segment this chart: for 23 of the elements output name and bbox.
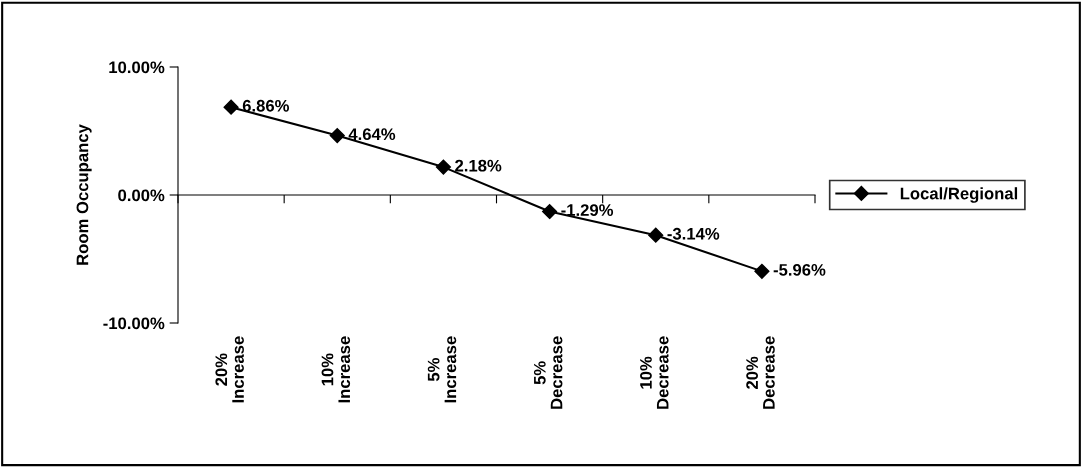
- point: [329, 128, 345, 144]
- data-label: 4.64%: [348, 128, 396, 141]
- x-tick-label: 5% Decrease: [533, 336, 563, 409]
- x-tick-label: 10% Decrease: [640, 336, 669, 409]
- point: [223, 99, 239, 115]
- x-tick-label: 20% Decrease: [746, 336, 775, 409]
- data-label: -1.29%: [561, 204, 614, 216]
- legend-label: Local/Regional: [900, 187, 1018, 203]
- x-tick-label: 20% Increase: [215, 336, 244, 403]
- point: [754, 263, 770, 279]
- x-tick-label: 10% Increase: [321, 336, 351, 403]
- y-tick-label: 10.00%: [109, 61, 165, 74]
- y-axis-title: Room Occupancy: [76, 124, 92, 265]
- x-tick-label: 5% Increase: [427, 336, 457, 403]
- point: [648, 227, 664, 243]
- data-label: 6.86%: [242, 99, 290, 112]
- point: [435, 159, 451, 175]
- data-label: -3.14%: [667, 227, 720, 240]
- y-tick-label: 0.00%: [118, 189, 165, 202]
- data-label: 2.18%: [455, 159, 502, 172]
- y-tick-label: -10.00%: [103, 317, 165, 330]
- data-label: -5.96%: [773, 263, 826, 276]
- point: [542, 203, 558, 220]
